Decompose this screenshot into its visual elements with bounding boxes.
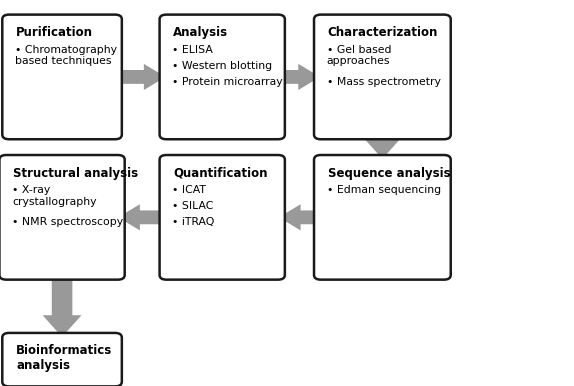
FancyBboxPatch shape <box>160 155 285 279</box>
Text: Characterization: Characterization <box>328 26 438 39</box>
Text: • Mass spectrometry: • Mass spectrometry <box>327 77 440 87</box>
Text: • X-ray
crystallography: • X-ray crystallography <box>12 185 96 207</box>
FancyBboxPatch shape <box>2 15 122 139</box>
FancyBboxPatch shape <box>314 15 451 139</box>
FancyBboxPatch shape <box>2 333 122 386</box>
Polygon shape <box>42 276 82 337</box>
Text: • SILAC: • SILAC <box>172 201 214 211</box>
FancyBboxPatch shape <box>160 15 285 139</box>
Text: Analysis: Analysis <box>173 26 228 39</box>
Text: • Edman sequencing: • Edman sequencing <box>327 185 441 195</box>
Polygon shape <box>363 135 402 159</box>
Text: • Chromatography
based techniques: • Chromatography based techniques <box>15 45 117 66</box>
Text: Quantification: Quantification <box>173 166 268 179</box>
FancyBboxPatch shape <box>314 155 451 279</box>
Polygon shape <box>279 64 320 90</box>
Polygon shape <box>118 204 166 230</box>
Text: Bioinformatics
analysis: Bioinformatics analysis <box>16 344 113 372</box>
Text: • Gel based
approaches: • Gel based approaches <box>327 45 391 66</box>
Text: • ICAT: • ICAT <box>172 185 206 195</box>
Text: • Protein microarray: • Protein microarray <box>172 77 283 87</box>
Text: Purification: Purification <box>16 26 93 39</box>
Polygon shape <box>118 64 165 90</box>
Polygon shape <box>279 204 328 230</box>
Text: • ELISA: • ELISA <box>172 45 213 55</box>
Text: • iTRAQ: • iTRAQ <box>172 217 215 227</box>
Text: • Western blotting: • Western blotting <box>172 61 272 71</box>
Text: Structural analysis: Structural analysis <box>13 166 138 179</box>
Text: • NMR spectroscopy: • NMR spectroscopy <box>12 217 123 227</box>
FancyBboxPatch shape <box>0 155 125 279</box>
Text: Sequence analysis: Sequence analysis <box>328 166 451 179</box>
